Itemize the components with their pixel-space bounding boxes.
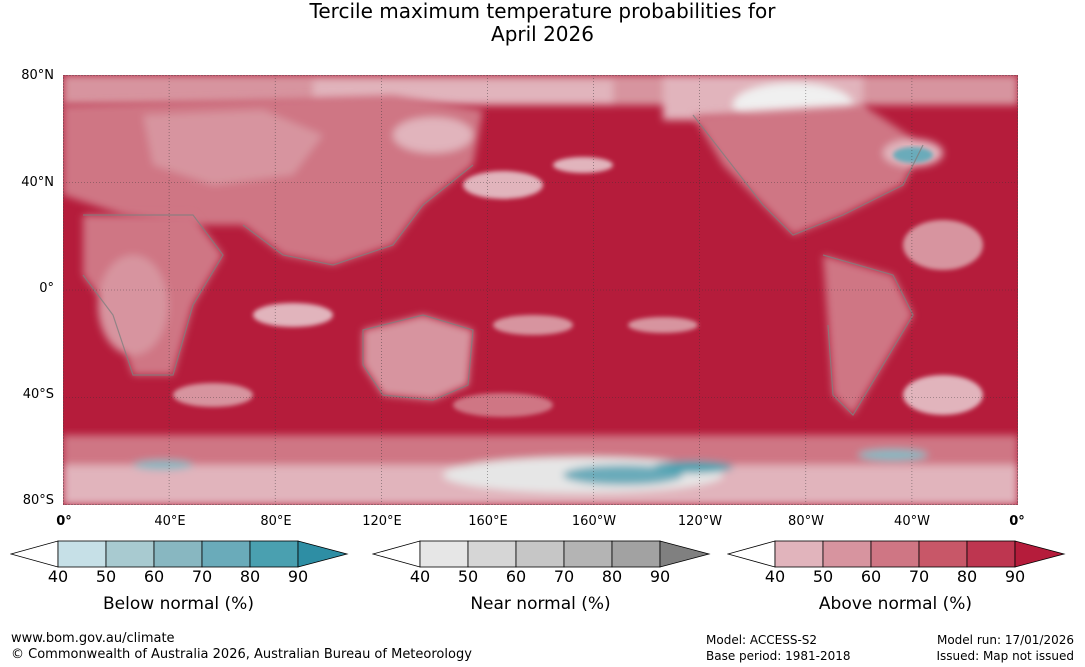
footer-left: www.bom.gov.au/climate © Commonwealth of… [11, 631, 472, 663]
cbar-below-tick: 70 [191, 567, 213, 586]
cbar-above-segment [870, 540, 920, 568]
colorbar-below-normal [10, 540, 349, 568]
cbar-below-tick: 90 [287, 567, 309, 586]
colorbar-below-label: Below normal (%) [103, 594, 254, 614]
cbar-above-low-triangle [727, 540, 776, 568]
lat-label-equator: 0° [39, 281, 54, 296]
cbar-below-tick: 40 [47, 567, 69, 586]
footer-run-info: Model run: 17/01/2026 Issued: Map not is… [936, 632, 1074, 664]
cbar-above-high-triangle [1014, 540, 1066, 568]
cbar-above-segment [966, 540, 1016, 568]
cbar-near-tick: 70 [553, 567, 575, 586]
cbar-above-segment [822, 540, 872, 568]
colorbar-above-normal [727, 540, 1066, 568]
grid-lines [63, 75, 1018, 505]
lon-label-120e: 120°E [362, 514, 402, 529]
south-america-region [823, 255, 913, 415]
issued-status: Issued: Map not issued [936, 649, 1074, 663]
footer-model-info: Model: ACCESS-S2 Base period: 1981-2018 [706, 632, 851, 664]
lat-label-40n: 40°N [21, 175, 54, 190]
coastlines [82, 114, 924, 416]
lon-label-0-right: 0° [1009, 514, 1025, 529]
lon-label-0-left: 0° [56, 514, 72, 529]
lon-label-80e: 80°E [260, 514, 292, 529]
lon-label-40w: 40°W [894, 514, 930, 529]
cbar-above-tick: 60 [860, 567, 882, 586]
cbar-near-segment [563, 540, 613, 568]
title-line-1: Tercile maximum temperature probabilitie… [309, 0, 776, 23]
cbar-above-tick: 40 [764, 567, 786, 586]
lon-label-160w: 160°W [571, 514, 617, 529]
lon-label-40e: 40°E [154, 514, 186, 529]
lon-label-120w: 120°W [677, 514, 723, 529]
cbar-below-segment [153, 540, 203, 568]
cbar-below-segment [249, 540, 299, 568]
map-title: Tercile maximum temperature probabilitie… [0, 0, 1085, 46]
cbar-near-tick: 90 [649, 567, 671, 586]
model-run-date: Model run: 17/01/2026 [936, 633, 1074, 647]
cbar-near-segment [467, 540, 517, 568]
cbar-near-tick: 80 [601, 567, 623, 586]
model-name: Model: ACCESS-S2 [706, 633, 818, 647]
cbar-near-segment [611, 540, 661, 568]
light-patches [173, 157, 983, 417]
cbar-above-segment [918, 540, 968, 568]
cbar-below-tick: 50 [95, 567, 117, 586]
lon-label-160e: 160°E [468, 514, 508, 529]
cbar-below-tick: 80 [239, 567, 261, 586]
lat-label-40s: 40°S [22, 387, 54, 402]
cbar-above-tick: 70 [908, 567, 930, 586]
cbar-near-tick: 60 [505, 567, 527, 586]
cbar-near-low-triangle [372, 540, 421, 568]
cbar-near-tick: 50 [457, 567, 479, 586]
base-period: Base period: 1981-2018 [706, 649, 851, 663]
colorbar-near-label: Near normal (%) [470, 594, 611, 614]
cbar-above-segment [774, 540, 824, 568]
blue-patch-north-atlantic [893, 147, 933, 163]
cbar-below-segment [105, 540, 155, 568]
cbar-above-tick: 50 [812, 567, 834, 586]
cbar-near-tick: 40 [409, 567, 431, 586]
cbar-above-tick: 90 [1004, 567, 1026, 586]
australia-region [363, 315, 473, 400]
colorbar-near-normal [372, 540, 711, 568]
cbar-below-high-triangle [297, 540, 349, 568]
bom-website-link[interactable]: www.bom.gov.au/climate [11, 631, 175, 646]
colorbar-above-label: Above normal (%) [818, 594, 973, 614]
cbar-below-segment [201, 540, 251, 568]
cbar-below-segment [57, 540, 107, 568]
cbar-near-segment [419, 540, 469, 568]
antarctic-region [63, 435, 1018, 505]
map-frame [63, 75, 1018, 505]
title-line-2: April 2026 [491, 22, 594, 46]
cbar-below-low-triangle [10, 540, 59, 568]
cbar-below-tick: 60 [143, 567, 165, 586]
lat-label-80s: 80°S [22, 493, 54, 508]
lon-label-80w: 80°W [788, 514, 824, 529]
lat-label-80n: 80°N [21, 68, 54, 83]
cbar-near-segment [515, 540, 565, 568]
probability-map [63, 75, 1018, 505]
africa-region [83, 215, 223, 375]
cbar-above-tick: 80 [956, 567, 978, 586]
copyright-text: © Commonwealth of Australia 2026, Austra… [11, 647, 472, 662]
cbar-near-high-triangle [659, 540, 711, 568]
